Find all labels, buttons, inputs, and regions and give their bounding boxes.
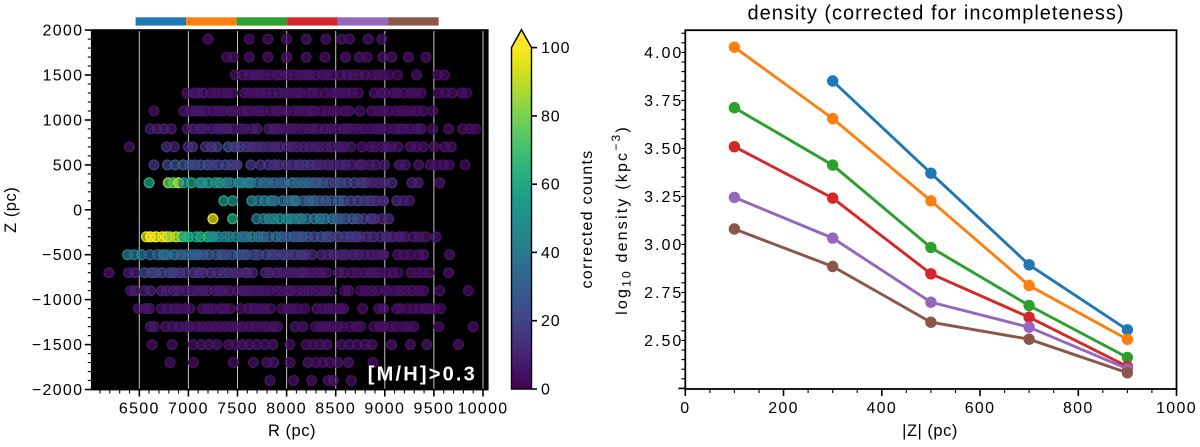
svg-text:100: 100 (541, 40, 570, 57)
svg-text:10000: 10000 (458, 401, 509, 418)
svg-text:500: 500 (53, 157, 84, 174)
svg-text:2000: 2000 (43, 23, 84, 40)
svg-text:3.50: 3.50 (644, 141, 683, 158)
svg-text:400: 400 (866, 400, 897, 417)
svg-text:20: 20 (541, 313, 561, 330)
svg-text:80: 80 (541, 108, 561, 125)
svg-text:6500: 6500 (119, 401, 160, 418)
svg-text:corrected counts: corrected counts (579, 149, 596, 288)
svg-text:0: 0 (73, 202, 83, 219)
svg-text:7500: 7500 (217, 401, 258, 418)
svg-text:600: 600 (965, 400, 996, 417)
svg-text:density (corrected for incompl: density (corrected for incompleteness) (747, 3, 1124, 25)
svg-text:1000: 1000 (43, 113, 84, 130)
svg-text:60: 60 (541, 177, 561, 194)
svg-text:9500: 9500 (414, 401, 455, 418)
svg-text:2.75: 2.75 (644, 285, 683, 302)
svg-text:3.00: 3.00 (644, 237, 683, 254)
svg-text:[M/H]>0.3: [M/H]>0.3 (368, 364, 477, 386)
svg-text:200: 200 (768, 400, 799, 417)
svg-text:0: 0 (680, 400, 690, 417)
svg-text:−1000: −1000 (32, 292, 83, 309)
svg-text:4.00: 4.00 (644, 45, 683, 62)
svg-text:1500: 1500 (43, 68, 84, 85)
svg-text:3.75: 3.75 (644, 93, 683, 110)
svg-text:9000: 9000 (364, 401, 405, 418)
svg-text:|Z| (pc): |Z| (pc) (902, 422, 958, 440)
svg-text:3.25: 3.25 (644, 189, 683, 206)
svg-text:8000: 8000 (266, 401, 307, 418)
svg-text:2.50: 2.50 (644, 333, 683, 350)
svg-text:8500: 8500 (315, 401, 356, 418)
svg-text:R (pc): R (pc) (268, 422, 316, 440)
svg-text:40: 40 (541, 245, 561, 262)
svg-text:−2000: −2000 (32, 382, 83, 399)
svg-text:800: 800 (1063, 400, 1094, 417)
svg-text:Z (pc): Z (pc) (2, 187, 20, 233)
svg-text:0: 0 (541, 382, 551, 399)
svg-text:7000: 7000 (168, 401, 209, 418)
svg-text:−1500: −1500 (32, 337, 83, 354)
svg-text:−500: −500 (42, 247, 83, 264)
svg-text:1000: 1000 (1156, 400, 1197, 417)
